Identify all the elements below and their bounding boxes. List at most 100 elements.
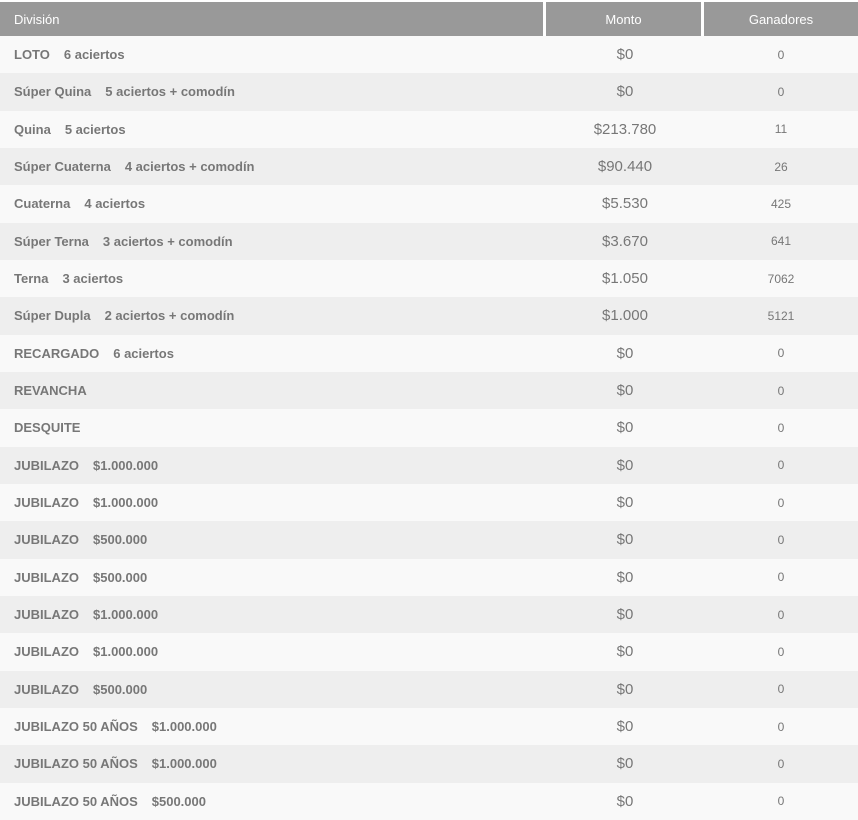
- monto-value: $5.530: [602, 195, 648, 213]
- ganadores-value: 0: [777, 84, 785, 99]
- table-row: JUBILAZO $500.000 $0 0: [0, 670, 858, 708]
- division-detail: 2 aciertos + comodín: [104, 308, 235, 324]
- division-detail: $500.000: [93, 681, 148, 697]
- division-cell: REVANCHA: [0, 372, 546, 409]
- monto-value: $0: [616, 718, 634, 736]
- ganadores-value: 11: [774, 122, 788, 137]
- monto-value: $0: [616, 456, 634, 474]
- column-header-division: División: [0, 0, 546, 36]
- table-row: REVANCHA $0 0: [0, 371, 858, 410]
- ganadores-value: 0: [777, 756, 785, 771]
- table-row: Súper Quina 5 aciertos + comodín $0 0: [0, 73, 858, 111]
- ganadores-value: 7062: [767, 271, 795, 286]
- division-detail: 4 aciertos + comodín: [124, 159, 255, 175]
- column-header-monto: Monto: [546, 0, 704, 36]
- column-header-ganadores: Ganadores: [704, 0, 858, 36]
- table-row: RECARGADO 6 aciertos $0 0: [0, 334, 858, 372]
- division-name: JUBILAZO: [14, 569, 79, 585]
- ganadores-value: 0: [777, 458, 785, 473]
- monto-value: $0: [616, 494, 634, 512]
- monto-value: $0: [616, 344, 634, 362]
- monto-value: $0: [616, 382, 634, 400]
- monto-value: $0: [616, 568, 634, 586]
- monto-value: $90.440: [597, 158, 653, 176]
- table-row: Súper Terna 3 aciertos + comodín $3.670 641: [0, 222, 858, 260]
- ganadores-value: 425: [770, 196, 792, 211]
- division-cell: JUBILAZO $1.000.000: [0, 596, 546, 633]
- table-row: Súper Dupla 2 aciertos + comodín $1.000 512…: [0, 297, 858, 335]
- division-cell: JUBILAZO $1.000.000: [0, 447, 546, 484]
- division-name: JUBILAZO 50 AÑOS: [14, 793, 138, 809]
- monto-value: $0: [616, 643, 634, 661]
- ganadores-value: 5121: [767, 308, 795, 323]
- division-name: JUBILAZO: [14, 644, 79, 660]
- division-name: JUBILAZO: [14, 607, 79, 623]
- table-row: JUBILAZO $1.000.000 $0 0: [0, 483, 858, 522]
- ganadores-value: 0: [777, 346, 785, 361]
- ganadores-value: 26: [774, 159, 788, 174]
- ganadores-value: 0: [777, 495, 785, 510]
- table-row: JUBILAZO $500.000 $0 0: [0, 521, 858, 559]
- division-cell: Súper Cuaterna 4 aciertos + comodín: [0, 148, 546, 185]
- division-detail: 5 aciertos + comodín: [105, 84, 235, 100]
- division-name: Súper Quina: [14, 84, 92, 100]
- division-detail: 4 aciertos: [84, 196, 146, 212]
- division-cell: DESQUITE: [0, 409, 546, 446]
- monto-value: $1.050: [602, 270, 648, 288]
- division-name: Súper Cuaterna: [14, 159, 111, 175]
- table-row: JUBILAZO $1.000.000 $0 0: [0, 633, 858, 671]
- division-name: JUBILAZO: [14, 681, 79, 697]
- ganadores-value: 0: [777, 719, 785, 734]
- division-detail: 6 aciertos: [113, 345, 174, 361]
- division-detail: 6 aciertos: [63, 47, 125, 63]
- division-cell: LOTO 6 aciertos: [0, 36, 546, 73]
- division-name: JUBILAZO 50 AÑOS: [14, 719, 138, 735]
- division-cell: Súper Quina 5 aciertos + comodín: [0, 73, 546, 110]
- division-cell: JUBILAZO $1.000.000: [0, 484, 546, 521]
- division-detail: $500.000: [93, 532, 148, 548]
- table-row: JUBILAZO 50 AÑOS $1.000.000 $0 0: [0, 745, 858, 783]
- monto-value: $0: [616, 419, 634, 437]
- division-cell: JUBILAZO $500.000: [0, 559, 546, 596]
- ganadores-value: 0: [777, 607, 785, 622]
- table-row: JUBILAZO $500.000 $0 0: [0, 558, 858, 596]
- monto-value: $3.670: [602, 232, 648, 250]
- ganadores-value: 0: [777, 682, 785, 697]
- division-detail: 3 aciertos: [62, 271, 124, 287]
- division-detail: $500.000: [151, 793, 206, 809]
- table-row: Cuaterna 4 aciertos $5.530 425: [0, 185, 858, 223]
- monto-value: $0: [616, 531, 634, 549]
- division-cell: JUBILAZO $1.000.000: [0, 633, 546, 670]
- table-row: LOTO 6 aciertos $0 0: [0, 36, 858, 74]
- division-cell: JUBILAZO $500.000: [0, 521, 546, 558]
- division-name: LOTO: [14, 47, 50, 63]
- table-row: DESQUITE $0 0: [0, 409, 858, 447]
- division-name: Súper Dupla: [14, 308, 91, 324]
- division-detail: 5 aciertos: [64, 121, 126, 137]
- division-name: JUBILAZO 50 AÑOS: [14, 756, 138, 772]
- monto-value: $0: [616, 83, 634, 101]
- ganadores-value: 0: [777, 383, 785, 398]
- division-name: DESQUITE: [14, 420, 81, 436]
- table-row: JUBILAZO 50 AÑOS $500.000 $0 0: [0, 782, 858, 820]
- division-name: JUBILAZO: [14, 457, 79, 473]
- monto-value: $213.780: [593, 120, 657, 138]
- table-row: JUBILAZO 50 AÑOS $1.000.000 $0 0: [0, 707, 858, 746]
- division-detail: $500.000: [93, 569, 148, 585]
- table-row: Súper Cuaterna 4 aciertos + comodín $90.44…: [0, 147, 858, 186]
- monto-value: $0: [616, 755, 634, 773]
- table-row: JUBILAZO $1.000.000 $0 0: [0, 446, 858, 484]
- monto-value: $0: [616, 46, 634, 64]
- table-row: JUBILAZO $1.000.000 $0 0: [0, 595, 858, 634]
- monto-value: $0: [616, 792, 634, 810]
- division-detail: $1.000.000: [151, 756, 217, 772]
- division-cell: Cuaterna 4 aciertos: [0, 185, 546, 222]
- table-body: LOTO 6 aciertos $0 0 Súper Quina 5 aciertos +…: [0, 36, 858, 820]
- division-name: RECARGADO: [14, 345, 100, 361]
- monto-value: $0: [616, 680, 634, 698]
- ganadores-value: 641: [770, 234, 792, 249]
- division-cell: JUBILAZO $500.000: [0, 671, 546, 708]
- division-detail: $1.000.000: [93, 495, 159, 511]
